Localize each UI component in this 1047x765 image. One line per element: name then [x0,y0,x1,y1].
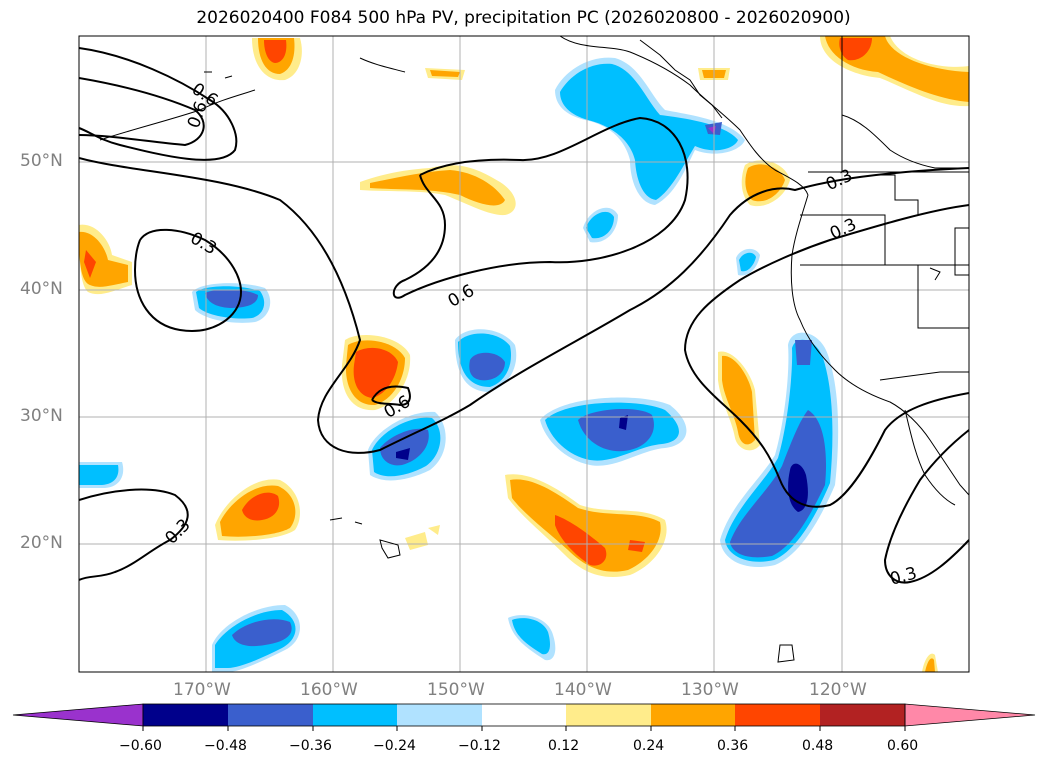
map-background [79,36,969,672]
colorbar-segment [228,704,313,726]
lon-label: 160°W [300,680,358,700]
colorbar-segment [820,704,905,726]
colorbar-segment [735,704,820,726]
precip-field [79,36,969,672]
colorbar-tick-label: 0.12 [548,738,580,754]
colorbar-segment [397,704,482,726]
anomaly-negative-shape [232,619,292,647]
anomaly-negative-shape [469,352,505,381]
anomaly-positive-shape [370,170,505,206]
anomaly-positive-shape [722,355,755,445]
colorbar-tick-label: −0.24 [373,738,416,754]
anomaly-positive-shape [428,525,440,535]
anomaly-positive-shape [430,70,460,77]
anomaly-negative-shape [730,410,827,558]
anomaly-negative-shape [739,252,756,272]
anomaly-positive-shape [745,164,785,202]
anomaly-positive-shape [839,38,872,61]
pv-contours [79,47,969,584]
anomaly-negative-shape [396,448,410,460]
anomaly-positive-shape [555,515,607,566]
anomaly-positive-shape [628,540,645,552]
lon-label: 130°W [681,680,739,700]
colorbar-segment [313,704,397,726]
colorbar-segment [566,704,651,726]
lat-label: 20°N [20,533,63,553]
anomaly-negative-shape [795,340,812,365]
colorbar-segment [482,704,566,726]
anomaly-negative-shape [578,408,654,452]
lon-label: 150°W [427,680,485,700]
lat-label: 50°N [20,151,63,171]
anomaly-positive-shape [510,479,661,572]
anomaly-positive-shape [925,658,935,672]
anomaly-negative-shape [79,465,119,485]
colorbar-tick-label: −0.36 [289,738,332,754]
lon-label: 140°W [554,680,612,700]
colorbar-tick-label: 0.36 [717,738,749,754]
colorbar-tick-label: −0.12 [458,738,501,754]
anomaly-negative-shape [512,618,550,655]
colorbar-extend-high [904,703,1036,727]
colorbar-segment [651,704,735,726]
anomaly-negative-shape [380,428,429,466]
map-title: 2026020400 F084 500 hPa PV, precipitatio… [196,8,851,28]
colorbar [12,703,1036,731]
lon-label: 170°W [173,680,231,700]
colorbar-tick-label: −0.60 [119,738,162,754]
anomaly-positive-shape [84,250,96,278]
lat-label: 30°N [20,406,63,426]
lat-label: 40°N [20,279,63,299]
anomaly-negative-shape [619,415,628,430]
colorbar-extend-low [12,703,144,727]
colorbar-tick-label: 0.60 [887,738,919,754]
colorbar-tick-label: 0.48 [802,738,834,754]
lon-label: 120°W [809,680,867,700]
anomaly-positive-shape [242,492,280,521]
map-frame [78,35,970,673]
anomaly-positive-shape [405,532,428,550]
anomaly-negative-shape [560,63,738,200]
anomaly-positive-shape [264,40,287,63]
anomaly-negative-shape [205,289,258,308]
colorbar-tick-label: 0.24 [633,738,665,754]
anomaly-positive-shape [353,347,398,398]
anomaly-negative-shape [586,211,614,239]
colorbar-segment [143,704,228,726]
colorbar-tick-label: −0.48 [204,738,247,754]
